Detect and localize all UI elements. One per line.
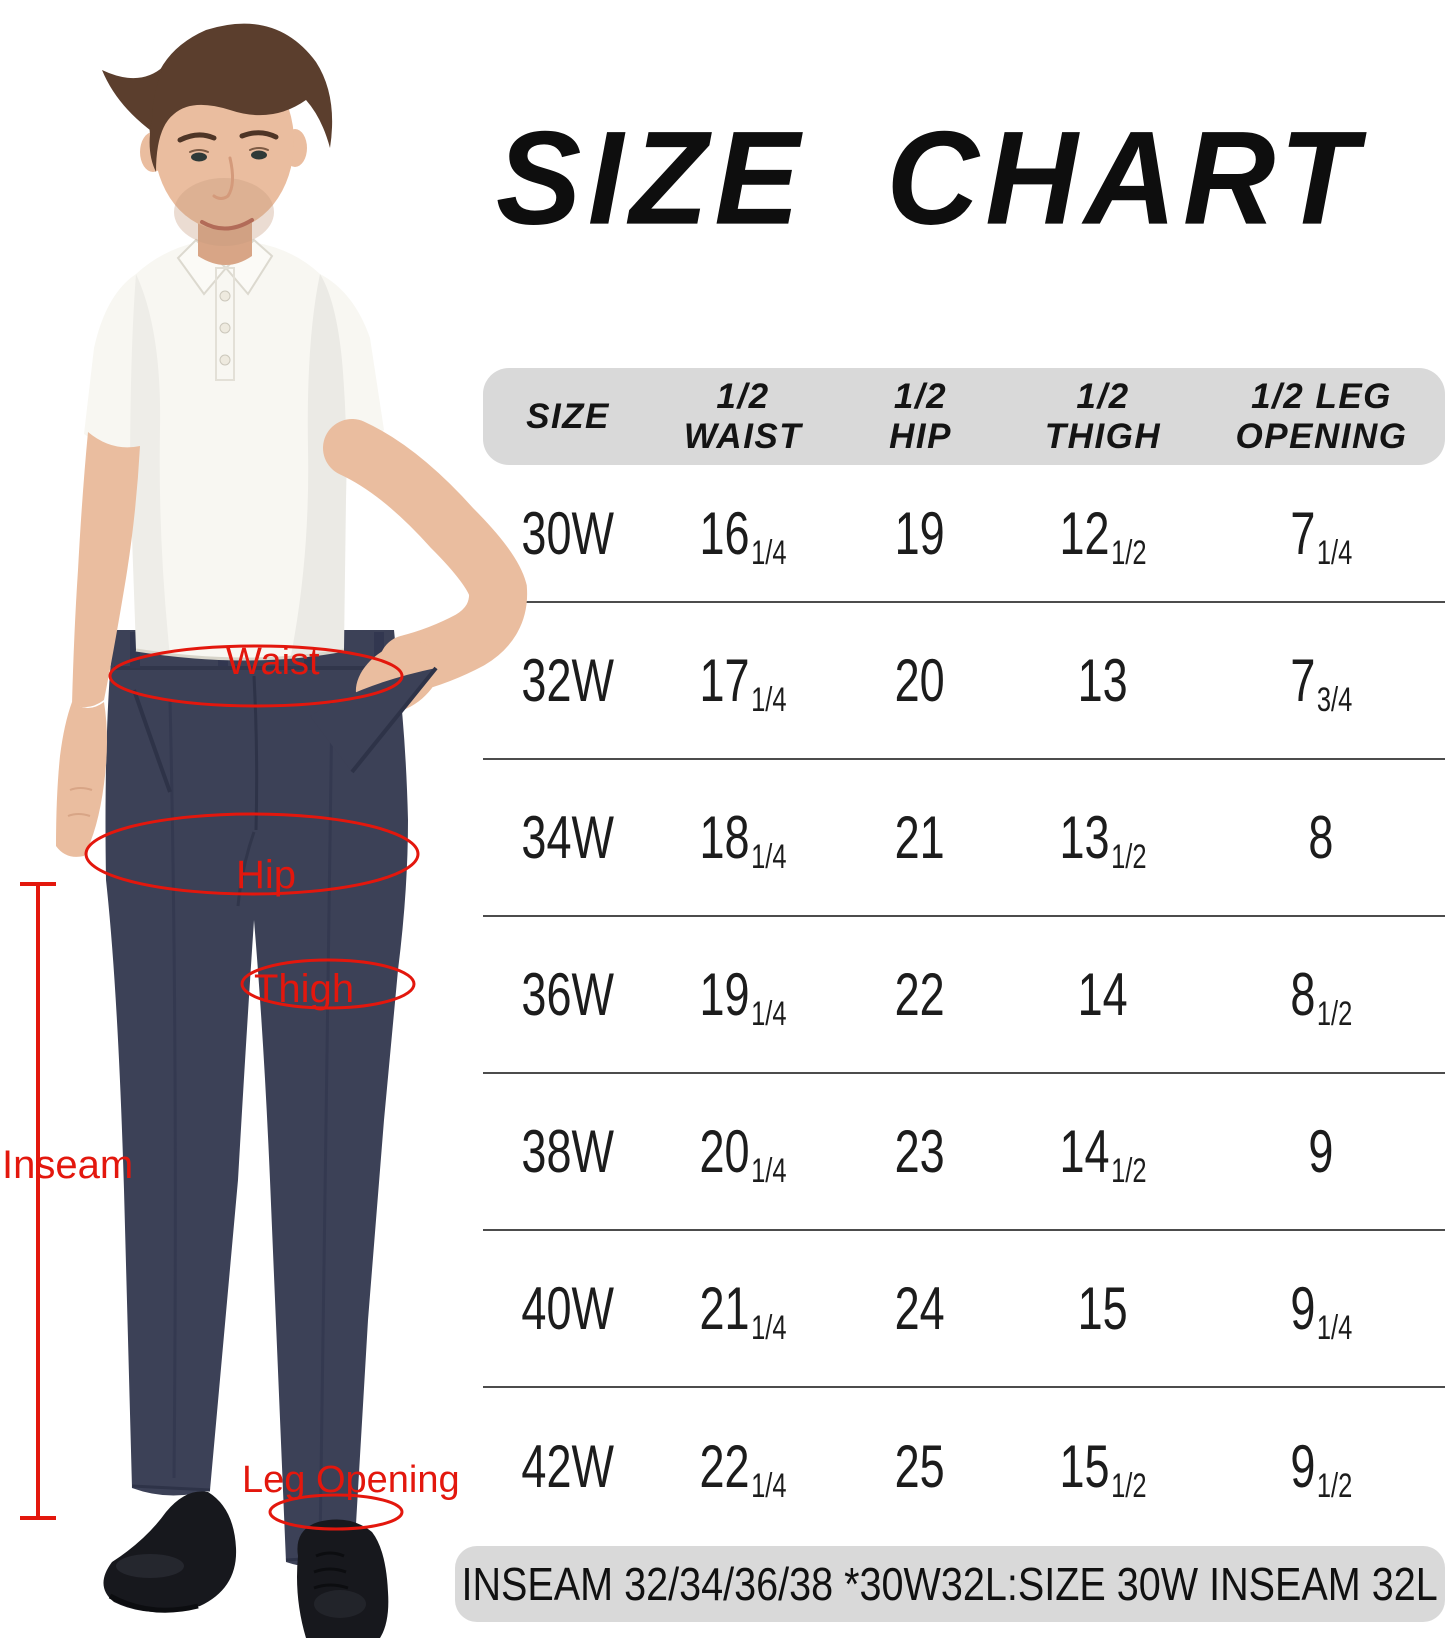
hip-label: Hip [236, 853, 296, 897]
leg-opening-value: 91/4 [1290, 1275, 1353, 1347]
waist-value: 191/4 [699, 961, 787, 1033]
thigh-value: 15 [1077, 1275, 1128, 1342]
header-size: SIZE [526, 396, 610, 436]
shoe-right-highlight [314, 1590, 366, 1618]
hip-value: 24 [894, 1275, 945, 1342]
waist-value: 161/4 [699, 499, 787, 572]
hip-value: 21 [894, 804, 945, 871]
pants-legs [105, 672, 408, 1568]
thigh-label: Thigh [254, 967, 354, 1011]
thigh-ellipse [240, 958, 416, 1010]
size-value: 40W [521, 1275, 615, 1342]
leg-opening-value: 8 [1308, 804, 1334, 871]
inseam-line [20, 882, 56, 1520]
right-forearm [323, 419, 528, 693]
table-row-34w: 34W 181/4 21 131/2 8 [483, 760, 1445, 917]
page-title: SIZE CHART [495, 104, 1365, 253]
hip-value: 23 [894, 1118, 945, 1185]
shoes [103, 1491, 389, 1638]
size-value: 42W [521, 1433, 615, 1500]
thigh-value: 141/2 [1059, 1118, 1147, 1190]
size-value: 32W [521, 647, 615, 714]
waist-value: 211/4 [699, 1275, 787, 1347]
waist-value: 221/4 [699, 1433, 787, 1505]
waist-value: 201/4 [699, 1118, 787, 1190]
left-hand [56, 702, 107, 857]
leg-opening-value: 91/2 [1290, 1433, 1353, 1505]
left-hand-finger-lines [67, 787, 93, 817]
table-row-38w: 38W 201/4 23 141/2 9 [483, 1074, 1445, 1231]
pants [105, 630, 408, 1568]
size-value: 34W [521, 804, 615, 871]
shirt-sleeve-right [316, 274, 384, 447]
hip-value: 22 [894, 961, 945, 1028]
head [102, 23, 333, 265]
waist-value: 171/4 [699, 647, 787, 719]
table-row-32w: 32W 171/4 20 13 73/4 [483, 603, 1445, 760]
header-half-hip: 1/2 HIP [889, 377, 952, 456]
left-forearm [72, 432, 140, 708]
pocket-cover [310, 668, 436, 772]
leg-opening-value: 73/4 [1290, 647, 1353, 719]
header-half-waist: 1/2 WAIST [683, 377, 803, 456]
thigh-value: 151/2 [1059, 1433, 1147, 1505]
shirt-collar [176, 238, 274, 296]
header-half-thigh: 1/2 THIGH [1044, 377, 1162, 456]
hip-value: 20 [894, 647, 945, 714]
size-value: 30W [521, 499, 615, 567]
table-row-30w: 30W 161/4 19 121/2 71/4 [483, 465, 1445, 603]
shoe-left [103, 1491, 237, 1613]
waist-value: 181/4 [699, 804, 787, 876]
measure-shapes [20, 644, 420, 1531]
stubble [174, 178, 274, 246]
arms [56, 419, 528, 857]
leg-opening-value: 81/2 [1290, 961, 1353, 1033]
size-value: 38W [521, 1118, 615, 1185]
hair-quiff [102, 66, 164, 130]
size-value: 36W [521, 961, 615, 1028]
hair [149, 23, 333, 173]
table-row-42w: 42W 221/4 25 151/2 91/2 [483, 1388, 1445, 1545]
size-table: 30W 161/4 19 121/2 71/4 32W 171/4 20 13 … [483, 465, 1445, 1545]
hip-value: 25 [894, 1433, 945, 1500]
shirt-placket [215, 267, 235, 381]
hip-value: 19 [894, 499, 945, 567]
polo-shirt [84, 238, 384, 661]
leg-opening-ellipse [268, 1493, 404, 1531]
table-row-36w: 36W 191/4 22 14 81/2 [483, 917, 1445, 1074]
model-figure: Waist Hip Thigh Inseam Leg Opening [2, 23, 528, 1638]
waist-ellipse [108, 644, 404, 708]
shoe-left-sole [108, 1593, 199, 1613]
measure-labels: Waist Hip Thigh Inseam Leg Opening [2, 641, 460, 1501]
table-row-40w: 40W 211/4 24 15 91/4 [483, 1231, 1445, 1388]
leg-opening-value: 9 [1308, 1118, 1334, 1185]
shirt-sleeve-left [84, 274, 148, 449]
shoe-left-highlight [116, 1554, 184, 1578]
inseam-label: Inseam [2, 1143, 133, 1187]
leg-opening-value: 71/4 [1290, 499, 1353, 572]
thigh-value: 13 [1077, 647, 1128, 714]
table-header: SIZE 1/2 WAIST 1/2 HIP 1/2 THIGH 1/2 LEG OPE… [483, 368, 1445, 465]
footnote-bar: INSEAM 32/34/36/38 *30W32L:SIZE 30W INSE… [455, 1546, 1445, 1622]
shirt-shading [130, 274, 347, 660]
pocket-slit [350, 666, 438, 774]
leg-opening-label: Leg Opening [242, 1459, 460, 1501]
footnote-text: INSEAM 32/34/36/38 *30W32L:SIZE 30W INSE… [461, 1558, 1439, 1610]
waist-label: Waist [226, 641, 320, 683]
thigh-value: 14 [1077, 961, 1128, 1028]
shirt-torso [128, 242, 347, 659]
thigh-value: 131/2 [1059, 804, 1147, 876]
hip-ellipse [84, 812, 420, 896]
header-half-leg-opening: 1/2 LEG OPENING [1235, 377, 1408, 456]
thigh-value: 121/2 [1059, 499, 1147, 572]
shoe-right-laces [313, 1551, 349, 1590]
face-features [177, 130, 279, 231]
shoe-right [297, 1519, 389, 1638]
